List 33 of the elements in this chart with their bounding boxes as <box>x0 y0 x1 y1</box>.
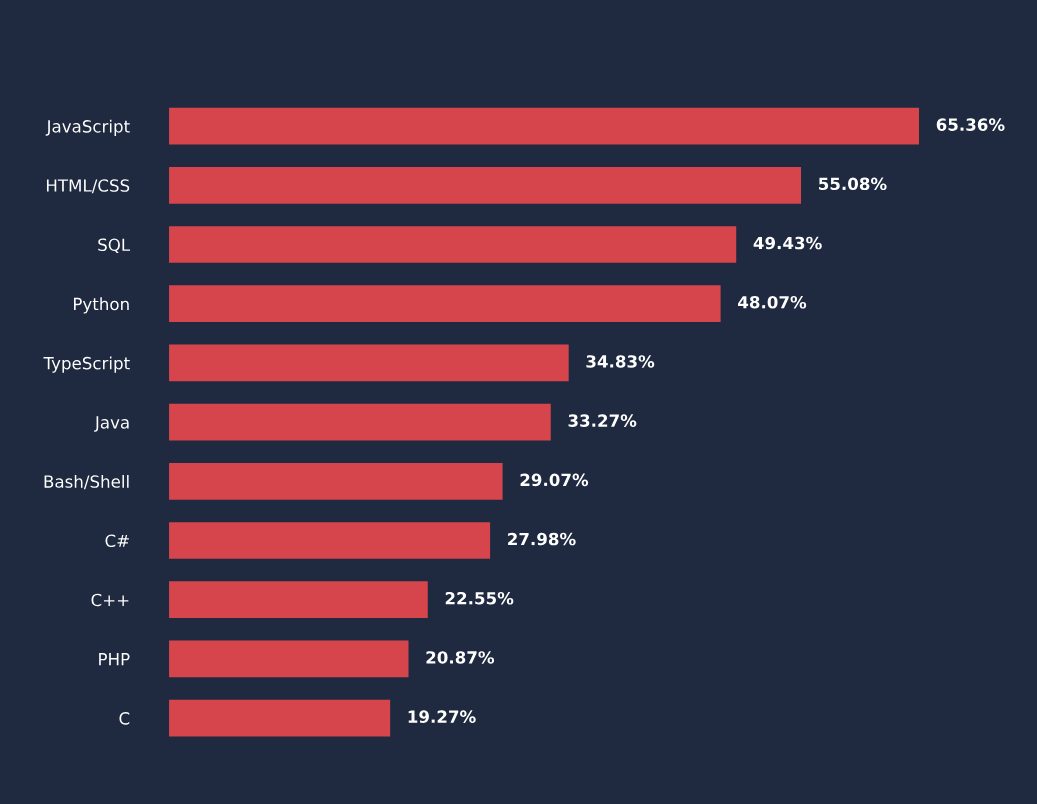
y-tick-label: C++ <box>91 593 129 607</box>
bar <box>169 344 569 382</box>
y-tick-label: Java <box>94 416 129 432</box>
data-label: 22.55% <box>445 591 514 605</box>
y-tick-label: TypeScript <box>43 356 130 373</box>
y-tick-label: C# <box>105 534 129 548</box>
data-label: 48.07% <box>738 295 807 309</box>
bar <box>169 581 428 619</box>
data-label: 55.08% <box>819 177 887 191</box>
data-label: 19.27% <box>408 710 476 723</box>
bar <box>169 226 737 263</box>
bar <box>169 640 409 678</box>
bar <box>169 107 919 145</box>
bar <box>169 403 551 441</box>
data-label: 33.27% <box>568 414 637 427</box>
bar <box>169 462 503 500</box>
y-tick-label: PHP <box>99 653 130 666</box>
data-label: 29.07% <box>520 473 589 487</box>
y-tick-label: C <box>119 712 130 725</box>
data-label: 65.36% <box>936 118 1005 131</box>
bar <box>169 699 391 737</box>
bar <box>169 522 491 559</box>
y-tick-label: Python <box>74 297 129 314</box>
data-label: 49.43% <box>753 236 822 250</box>
bar <box>169 166 802 204</box>
data-label: 27.98% <box>508 532 576 546</box>
data-label: 20.87% <box>426 651 495 664</box>
y-tick-label: HTML/CSS <box>46 179 130 194</box>
data-label: 34.83% <box>586 355 655 368</box>
y-tick-label: SQL <box>98 238 131 253</box>
bar <box>169 285 721 323</box>
y-tick-label: JavaScript <box>45 119 130 136</box>
y-tick-label: Bash/Shell <box>44 474 129 490</box>
